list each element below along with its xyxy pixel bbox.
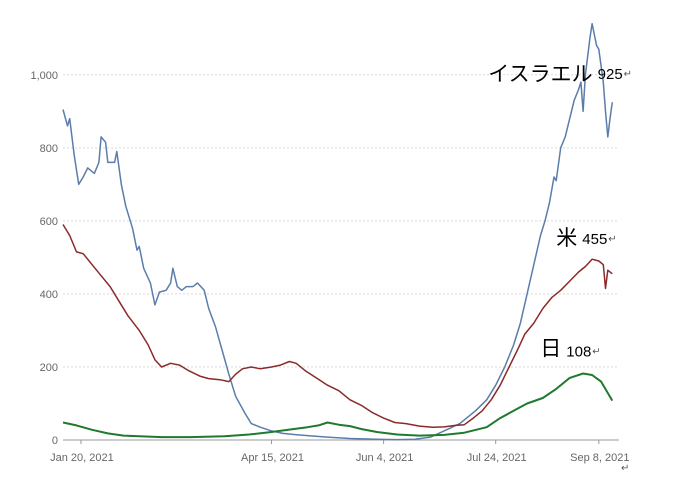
x-tick-label: Apr 15, 2021 — [241, 452, 304, 464]
series-line-japan — [62, 372, 614, 439]
y-tick-label: 1,000 — [30, 70, 58, 82]
end-label-value: 455 — [582, 231, 607, 248]
end-label-name: 米 — [556, 226, 577, 250]
return-mark: ↵ — [624, 69, 632, 80]
y-tick-label: 0 — [52, 435, 58, 447]
end-label: 米 455 ↵ — [556, 226, 616, 250]
x-tick-label: Jun 4, 2021 — [356, 452, 414, 464]
x-tick-label: Jan 20, 2021 — [50, 452, 114, 464]
return-mark: ↵ — [621, 463, 629, 474]
end-label-name: イスラエル — [488, 62, 592, 86]
y-tick-label: 400 — [40, 289, 58, 301]
end-label-value: 108 — [566, 344, 591, 361]
series-line-us — [62, 224, 613, 428]
y-tick-label: 800 — [40, 143, 58, 155]
end-label-name: 日 — [540, 337, 561, 361]
y-tick-label: 200 — [40, 362, 58, 374]
end-label-value: 925 — [598, 66, 623, 83]
annotations: イスラエル 925 ↵米 455 ↵日 108 ↵ — [488, 62, 632, 360]
axes: Jan 20, 2021 Apr 15, 2021 Jun 4, 2021 Jul 2… — [50, 439, 629, 474]
x-tick-label: Sep 8, 2021 — [570, 452, 629, 464]
end-label: イスラエル 925 ↵ — [488, 62, 632, 86]
y-tick-label: 600 — [40, 216, 58, 228]
return-mark: ↵ — [608, 234, 616, 245]
return-mark: ↵ — [592, 347, 600, 358]
series-lines — [62, 22, 614, 441]
x-tick-label: Jul 24, 2021 — [467, 452, 527, 464]
end-label: 日 108 ↵ — [540, 337, 600, 361]
grid: 0 200 400 600 800 1,000 — [30, 70, 619, 447]
